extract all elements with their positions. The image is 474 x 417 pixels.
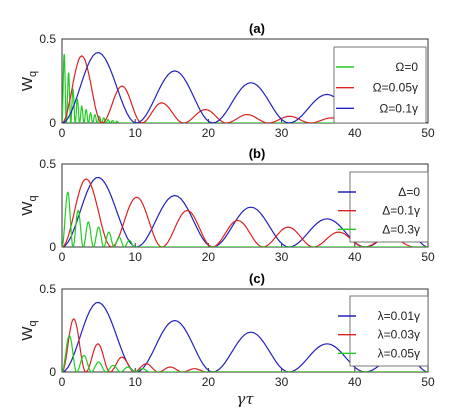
legend-entry: Δ=0: [398, 185, 420, 199]
series-line: [62, 178, 428, 247]
panel-title: (a): [249, 21, 265, 36]
x-tick-label: 0: [59, 375, 66, 389]
series-line: [62, 301, 428, 372]
x-tick-label: 30: [275, 126, 289, 140]
y-tick-label: 0: [49, 240, 56, 254]
y-axis-label: Wq: [19, 195, 39, 215]
x-tick-label: 10: [129, 375, 143, 389]
legend-entry: Δ=0.3γ: [382, 222, 420, 236]
series-line: [62, 334, 428, 372]
x-tick-label: 50: [421, 250, 435, 264]
y-axis-label: Wq: [19, 320, 39, 340]
y-tick-label: 0.5: [39, 282, 56, 296]
legend-entry: Ω=0: [395, 60, 418, 74]
x-tick-label: 20: [202, 250, 216, 264]
x-tick-label: 0: [59, 250, 66, 264]
series-line: [62, 191, 428, 247]
x-axis-label: γτ: [236, 390, 254, 408]
y-tick-label: 0: [49, 116, 56, 130]
x-tick-label: 50: [421, 126, 435, 140]
x-tick-label: 40: [348, 250, 362, 264]
y-axis-label: Wq: [19, 71, 39, 91]
x-tick-label: 20: [202, 126, 216, 140]
x-tick-label: 30: [275, 375, 289, 389]
legend-entry: Ω=0.1γ: [379, 101, 418, 115]
legend: [349, 171, 429, 243]
x-tick-label: 40: [348, 126, 362, 140]
panel-title: (b): [249, 146, 266, 161]
x-tick-label: 40: [348, 375, 362, 389]
x-tick-label: 10: [129, 126, 143, 140]
panel-a: (a) 0 0.5 0 10 20 30 40 50 Wq Ω=0 Ω=0.05γ Ω=0.1γ: [19, 21, 435, 140]
panel-title: (c): [249, 271, 265, 286]
y-tick-label: 0: [49, 365, 56, 379]
legend-entry: Ω=0.05γ: [373, 81, 418, 95]
x-tick-label: 10: [129, 250, 143, 264]
y-tick-label: 0.5: [39, 32, 56, 46]
x-tick-label: 0: [59, 126, 66, 140]
x-tick-label: 50: [421, 375, 435, 389]
series-line: [62, 54, 428, 123]
x-tick-label: 30: [275, 250, 289, 264]
panel-b: (b) 0 0.5 0 10 20 30 40 50 Wq Δ=0 Δ=0.1γ Δ=0.3γ: [19, 146, 435, 264]
legend-entry: Δ=0.1γ: [382, 204, 420, 218]
legend-entry: λ=0.05γ: [378, 346, 420, 360]
legend-entry: λ=0.01γ: [378, 309, 420, 323]
legend-entry: λ=0.03γ: [378, 328, 420, 342]
legend: [333, 46, 427, 124]
panel-c: (c) 0 0.5 0 10 20 30 40 50 Wq γτ λ=0.01γ λ=0.03γ λ=0.…: [19, 271, 435, 408]
x-tick-label: 20: [202, 375, 216, 389]
legend: [349, 295, 429, 367]
y-tick-label: 0.5: [39, 157, 56, 171]
